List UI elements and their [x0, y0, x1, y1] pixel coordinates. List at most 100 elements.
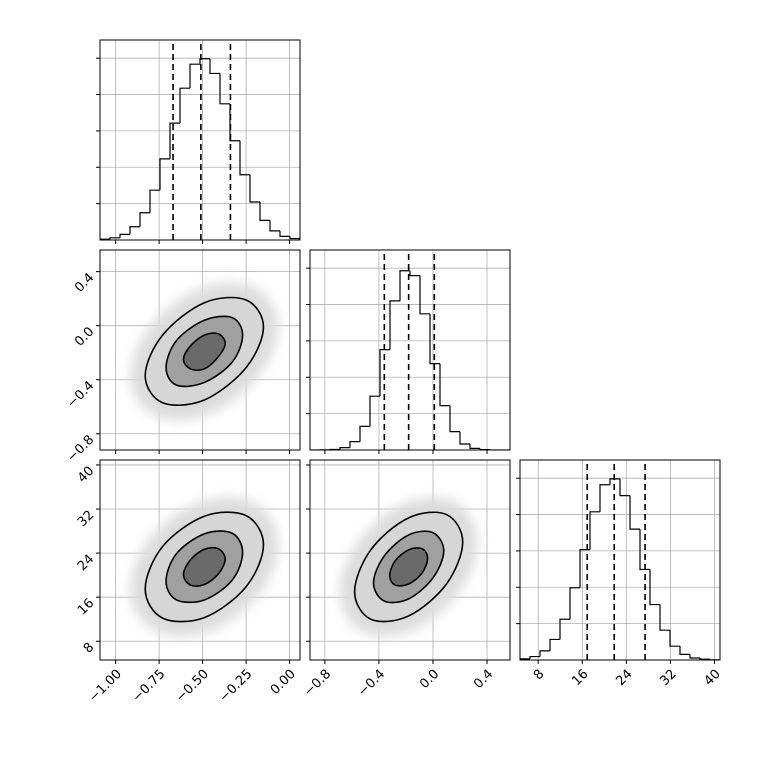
plot-area [130, 282, 279, 421]
panel-frame [309, 459, 511, 661]
hist-bin [639, 529, 650, 571]
hist-bin [379, 349, 390, 397]
hist-bin [689, 654, 700, 659]
x-tick-label: 40 [701, 667, 723, 689]
hist-bin [179, 87, 190, 124]
hist-bin [469, 444, 480, 449]
hist-bin [169, 122, 180, 159]
y-tick-label: 40 [75, 464, 97, 486]
x-tick-label: −0.50 [173, 667, 212, 706]
y-tick-label: 0.0 [72, 324, 97, 349]
panel: −1.00 −0.75 −0.50 −0.25 0.00 8 16 24 32 40 [75, 459, 301, 706]
panel [96, 39, 301, 244]
y-tick-label: −0.4 [64, 378, 97, 411]
hist-bin [229, 103, 240, 142]
panel-frame [309, 249, 511, 451]
hist-bin [129, 226, 140, 235]
hist-bin [219, 73, 230, 105]
hist-bin [659, 604, 670, 631]
x-tick-label: 24 [613, 667, 635, 689]
hist-bin [449, 405, 460, 433]
hist-bin [399, 270, 410, 301]
hist-bin [389, 300, 400, 350]
contour-level [182, 546, 227, 587]
hist-bin [679, 646, 690, 655]
panel [306, 249, 511, 454]
hist-bin [419, 275, 430, 315]
x-tick-label: 0.00 [268, 667, 299, 698]
x-tick-label: −0.25 [217, 667, 256, 706]
hist-bin [189, 63, 200, 89]
hist-bin [609, 478, 620, 485]
hist-bin [239, 140, 250, 176]
panel-frame [99, 39, 301, 241]
hist-bin [209, 58, 220, 75]
plot-area [339, 497, 478, 637]
x-tick-label: 8 [531, 667, 547, 683]
hist-bin [259, 202, 270, 221]
hist-bin [589, 511, 600, 550]
hist-bin [579, 549, 590, 588]
y-tick-label: 16 [75, 596, 97, 618]
hist-bin [459, 431, 470, 445]
hist-bin [599, 484, 610, 512]
x-tick-label: −0.4 [355, 667, 388, 700]
panel-frame [99, 459, 301, 661]
hist-bin [699, 658, 710, 660]
hist-bin [619, 478, 630, 497]
x-tick-label: −0.8 [301, 667, 334, 700]
hist-bin [359, 425, 370, 442]
hist-bin [349, 441, 360, 448]
hist-bin [549, 638, 560, 651]
hist-bin [409, 270, 420, 277]
panel-frame [519, 459, 721, 661]
y-tick-label: −0.8 [64, 432, 97, 465]
hist-bin [279, 230, 290, 237]
hist-bin [119, 233, 130, 238]
hist-bin [520, 658, 530, 660]
panel: −0.8 −0.4 0.0 0.4 [301, 459, 511, 700]
hist-bin [289, 236, 300, 240]
x-tick-label: 16 [569, 667, 591, 689]
hist-bin [479, 448, 490, 450]
hist-bin [669, 630, 680, 647]
hist-bin [149, 189, 160, 213]
y-tick-label: 0.4 [72, 270, 97, 295]
x-tick-label: −0.75 [130, 667, 169, 706]
x-tick-label: 0.0 [417, 667, 442, 692]
hist-bin [100, 238, 110, 240]
hist-bin [529, 655, 540, 659]
panel: 8 16 24 32 40 [516, 459, 724, 689]
hist-bin [199, 58, 210, 65]
hist-bin [159, 158, 170, 191]
plot-area [310, 250, 510, 450]
hist-bin [139, 212, 150, 227]
x-tick-label: 32 [657, 667, 679, 689]
contour-level [388, 547, 429, 587]
hist-bin [429, 313, 440, 365]
hist-bin [629, 495, 640, 530]
hist-bin [109, 237, 120, 240]
y-tick-label: 32 [75, 508, 97, 530]
hist-bin [439, 363, 450, 407]
plot-area [130, 497, 279, 637]
plot-area [100, 40, 300, 240]
hist-bin [539, 650, 550, 657]
panel-frame [99, 249, 301, 451]
y-tick-label: 24 [75, 552, 97, 574]
hist-bin [649, 569, 660, 606]
x-tick-label: −1.00 [86, 667, 125, 706]
hist-bin [269, 220, 280, 232]
x-tick-label: 0.4 [471, 667, 496, 692]
hist-bin [569, 587, 580, 620]
y-tick-label: 8 [81, 640, 97, 656]
hist-bin [369, 395, 380, 427]
plot-area [520, 460, 720, 660]
hist-bin [249, 174, 260, 203]
hist-bin [339, 447, 350, 450]
hist-bin [559, 618, 570, 640]
panel: −0.8 −0.4 0.0 0.4 [64, 249, 301, 465]
contour-level [182, 332, 227, 372]
